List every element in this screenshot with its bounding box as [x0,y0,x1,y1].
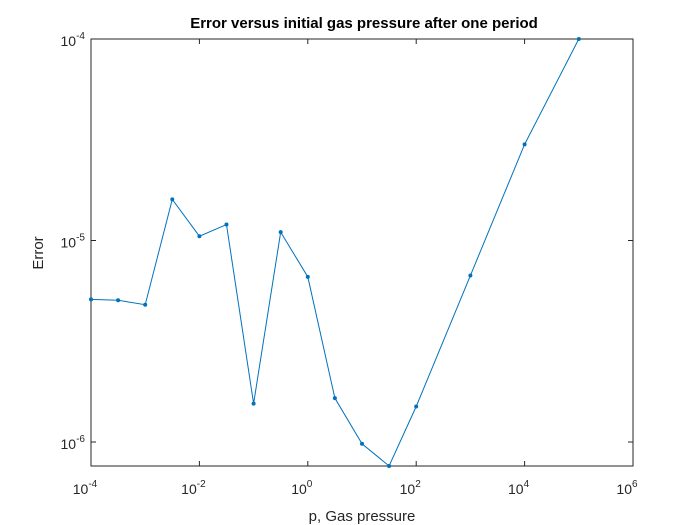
chart-title: Error versus initial gas pressure after … [190,15,538,32]
x-tick-base: 10 [616,481,632,497]
data-point [305,274,310,279]
data-point [522,142,527,147]
x-tick-label: 10-4 [73,479,98,497]
data-point [251,401,256,406]
y-tick-base: 10 [61,33,77,49]
x-tick-exponent: -2 [197,479,206,490]
x-tick-base: 10 [291,481,307,497]
y-tick-label: 10-6 [61,434,86,452]
x-tick-exponent: 0 [307,479,313,490]
data-point [278,230,283,235]
x-tick-exponent: -4 [88,479,97,490]
y-tick-base: 10 [61,436,77,452]
y-tick-exponent: -4 [76,31,85,42]
plot-area [90,38,634,467]
y-tick-label: 10-5 [61,232,86,250]
y-axis-ticks: 10-610-510-4 [61,31,633,452]
data-point [332,396,337,401]
x-tick-exponent: 6 [632,479,638,490]
series-layer [89,37,581,468]
x-tick-base: 10 [400,481,416,497]
x-tick-base: 10 [508,481,524,497]
x-tick-label: 102 [400,479,422,497]
x-axis-ticks: 10-4 10-2 100 102 104 106 [73,39,638,497]
data-point [414,404,419,409]
x-tick-exponent: 4 [524,479,530,490]
data-point [360,441,364,446]
x-tick-label: 100 [291,479,313,497]
data-point [224,222,229,227]
x-tick-base: 10 [73,481,89,497]
y-tick-label: 10-4 [61,31,86,49]
x-tick-base: 10 [181,481,197,497]
data-point [197,234,202,239]
y-tick-exponent: -6 [76,434,85,445]
data-point [170,197,175,202]
data-point [116,298,121,303]
x-tick-label: 10-2 [181,479,206,497]
data-point [576,37,581,41]
data-point [143,302,148,307]
x-tick-label: 104 [508,479,530,497]
y-axis-label: Error [30,236,47,269]
x-tick-exponent: 2 [415,479,421,490]
data-point [89,297,93,302]
y-tick-exponent: -5 [76,232,85,243]
x-axis-label: p, Gas pressure [309,508,416,525]
y-tick-base: 10 [61,234,77,250]
data-point [387,464,392,468]
x-tick-label: 106 [616,479,638,497]
series-line [90,38,580,467]
data-point [468,273,473,278]
